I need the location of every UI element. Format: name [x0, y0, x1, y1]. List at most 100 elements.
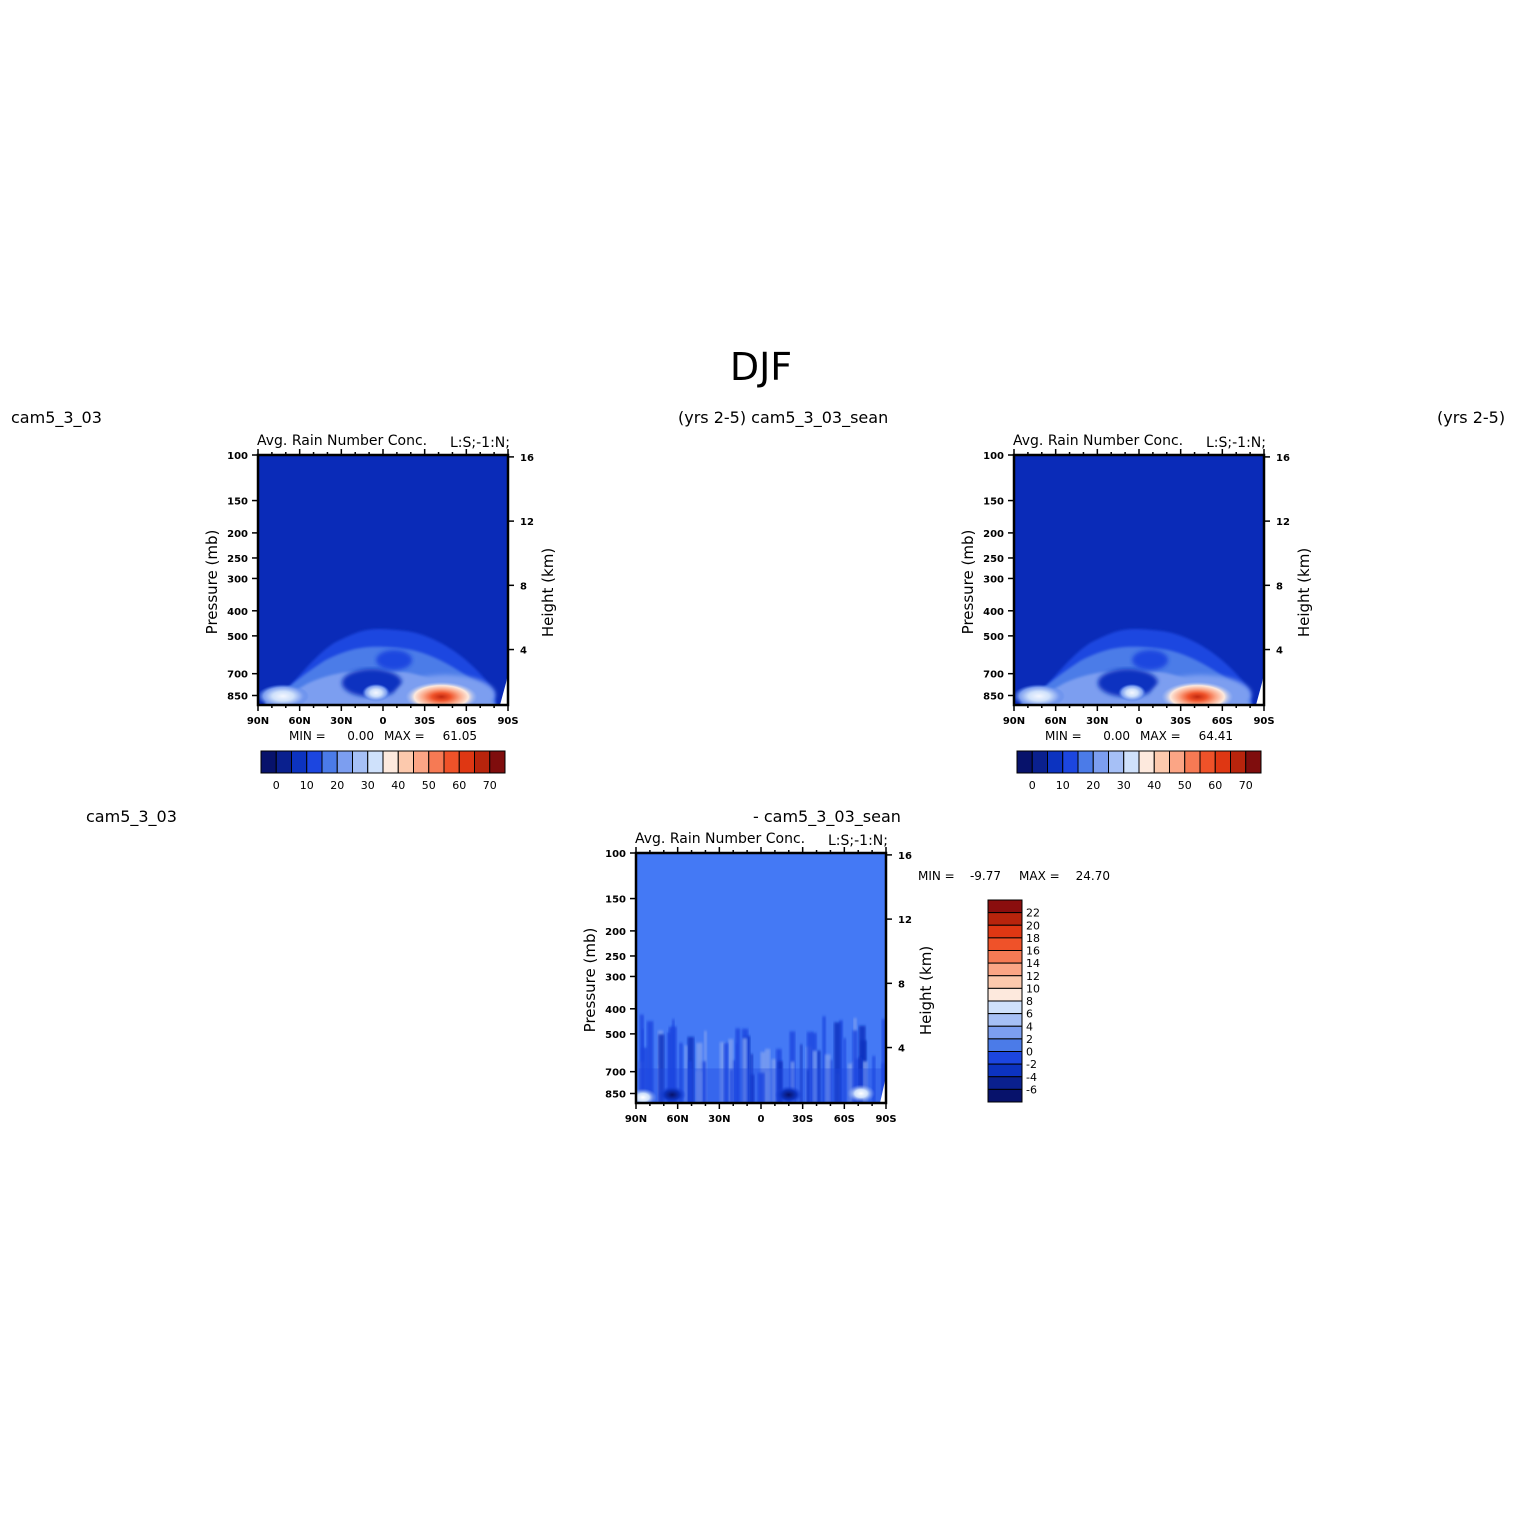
height-tick-label: 12	[1276, 517, 1290, 528]
colorbar-label: 8	[1026, 995, 1033, 1008]
difference-streak	[735, 1028, 741, 1103]
difference-streak	[833, 1022, 841, 1103]
colorbar-label: 22	[1026, 907, 1040, 920]
y-tick-label: 500	[227, 632, 248, 643]
missing-data	[500, 673, 508, 705]
x-tick-label: 90S	[497, 716, 518, 727]
difference-streak	[684, 1045, 688, 1103]
y-axis-label: Pressure (mb)	[581, 928, 599, 1033]
colorbar-box	[382, 750, 399, 774]
contour-field	[1014, 629, 1264, 705]
y-tick-label: 250	[227, 554, 248, 565]
plot-title: Avg. Rain Number Conc.	[1013, 433, 1183, 449]
max-label: MAX =	[1019, 869, 1060, 883]
contour-field	[258, 629, 508, 705]
colorbar-box	[428, 750, 445, 774]
difference-streak	[688, 1061, 692, 1103]
contour-pocket	[376, 650, 413, 671]
difference-streak	[817, 1050, 821, 1103]
difference-streak	[881, 1019, 886, 1103]
colorbar-label: -2	[1026, 1058, 1037, 1071]
y-tick-label: 850	[605, 1089, 626, 1100]
y-tick-label: 400	[227, 607, 248, 618]
colorbar-box	[987, 962, 1023, 977]
max-label: MAX =	[1140, 729, 1181, 743]
difference-streak	[757, 1072, 765, 1103]
colorbar-box	[352, 750, 369, 774]
contour-field	[636, 1014, 886, 1103]
y-axis-label: Pressure (mb)	[959, 530, 977, 635]
colorbar-label: 40	[391, 779, 405, 792]
y-tick-label: 400	[605, 1005, 626, 1016]
colorbar-box	[1047, 750, 1064, 774]
difference-streak	[862, 1061, 868, 1103]
difference-streak	[750, 1074, 755, 1103]
colorbar-label: 70	[1239, 779, 1253, 792]
colorbar-box	[458, 750, 475, 774]
colorbar-box	[987, 1063, 1023, 1078]
colorbar-box	[987, 1088, 1023, 1103]
colorbar-box	[1214, 750, 1231, 774]
difference-streak	[658, 1034, 665, 1103]
y-tick-label: 200	[605, 927, 626, 938]
feature-tropical-maximum	[1118, 683, 1147, 702]
y-tick-label: 300	[605, 972, 626, 983]
difference-streak	[696, 1071, 702, 1103]
colorbar-box	[1138, 750, 1155, 774]
x-tick-label: 90S	[1253, 716, 1274, 727]
y-tick-label: 250	[983, 554, 1004, 565]
max-value: 61.05	[443, 729, 477, 743]
row1-left-label: cam5_3_03	[11, 408, 102, 428]
min-value: -9.77	[970, 869, 1001, 883]
y-tick-label: 700	[227, 670, 248, 681]
colorbar-label: 14	[1026, 957, 1040, 970]
y-tick-label: 700	[605, 1068, 626, 1079]
height-axis-label: Height (km)	[917, 946, 935, 1035]
row2-mid-label: - cam5_3_03_sean	[753, 807, 901, 827]
difference-streak	[667, 1032, 674, 1103]
colorbar-box	[1184, 750, 1201, 774]
height-tick-label: 8	[1276, 581, 1283, 592]
difference-streak	[742, 1038, 748, 1103]
y-tick-label: 850	[983, 691, 1004, 702]
colorbar-label: 20	[1026, 919, 1040, 932]
difference-streak	[806, 1031, 814, 1103]
difference-streak	[800, 1044, 803, 1103]
y-tick-label: 300	[983, 574, 1004, 585]
height-tick-label: 16	[520, 453, 534, 464]
colorbar-label: 12	[1026, 970, 1040, 983]
difference-streak	[858, 1057, 863, 1103]
max-value: 64.41	[1199, 729, 1233, 743]
height-axis-label: Height (km)	[1295, 548, 1313, 637]
colorbar-box	[987, 899, 1023, 914]
colorbar-label: 50	[1178, 779, 1192, 792]
min-label: MIN =	[1045, 729, 1082, 743]
panel-b: Avg. Rain Number Conc. L:S;-1:N; 90N 60N 30N…	[959, 433, 1313, 792]
colorbar-box	[987, 1051, 1023, 1065]
contour-pocket	[1132, 650, 1169, 671]
colorbar-label: 2	[1026, 1033, 1033, 1046]
difference-streak	[699, 1061, 706, 1103]
colorbar-box	[1077, 750, 1094, 774]
feature-negative-minimum	[658, 1085, 687, 1103]
feature-positive-maximum	[847, 1084, 875, 1103]
x-tick-label: 30S	[792, 1114, 813, 1125]
feature-negative-minimum	[774, 1085, 803, 1103]
missing-data	[1256, 673, 1264, 705]
height-tick-label: 16	[1276, 453, 1290, 464]
y-tick-label: 100	[605, 849, 626, 860]
plot-title-right: L:S;-1:N;	[828, 833, 888, 849]
height-tick-label: 12	[520, 517, 534, 528]
colorbar-label: 20	[1086, 779, 1100, 792]
x-tick-label: 60N	[667, 1114, 689, 1125]
colorbar-box	[275, 750, 292, 774]
colorbar-box	[1199, 750, 1216, 774]
colorbar-box	[987, 1038, 1023, 1052]
difference-streak	[822, 1016, 826, 1103]
height-tick-label: 12	[898, 915, 912, 926]
feature-southern-maximum	[405, 681, 478, 705]
feature-northern-maximum	[258, 684, 309, 705]
colorbar-box	[1062, 750, 1079, 774]
difference-streak	[843, 1038, 847, 1103]
